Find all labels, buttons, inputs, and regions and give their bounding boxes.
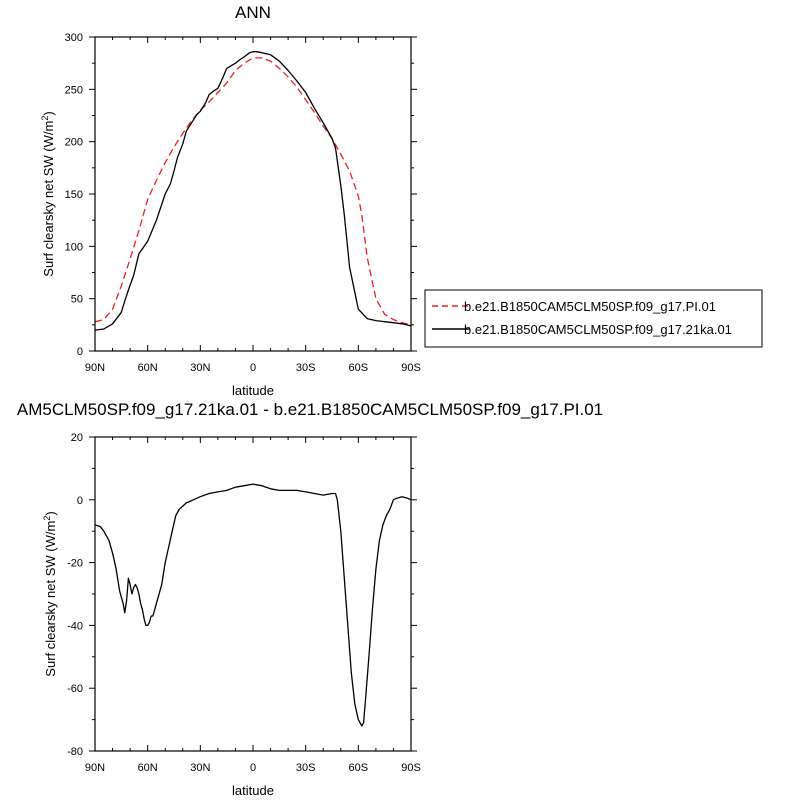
x-tick-label: 60S [349, 762, 369, 774]
legend-label-control: b.e21.B1850CAM5CLM50SP.f09_g17.PI.01 [464, 299, 716, 314]
y-tick-label: -60 [67, 683, 83, 695]
x-tick-label: 30N [190, 362, 210, 374]
bottom-chart-ylabel: Surf clearsky net SW (W/m2) [42, 511, 58, 676]
x-tick-label: 30S [296, 762, 316, 774]
x-tick-label: 60S [349, 362, 369, 374]
top-chart-ylabel: Surf clearsky net SW (W/m2) [40, 111, 56, 276]
x-tick-label: 90N [85, 362, 105, 374]
x-tick-label: 60N [138, 762, 158, 774]
bottom-ylabel-main: Surf clearsky net SW (W/m [43, 521, 58, 677]
legend-box [424, 289, 763, 348]
x-tick-label: 0 [250, 362, 256, 374]
x-tick-label: 30S [296, 362, 316, 374]
series-line-0-1 [94, 51, 412, 331]
y-tick-label: 100 [65, 241, 83, 253]
y-tick-label: -20 [67, 558, 83, 570]
legend-label-experiment: b.e21.B1850CAM5CLM50SP.f09_g17.21ka.01 [464, 322, 732, 337]
top-ylabel-tail: ) [41, 111, 56, 115]
x-tick-label: 30N [190, 762, 210, 774]
bottom-chart-xlabel: latitude [232, 783, 274, 798]
bottom-ylabel-sup: 2 [42, 516, 52, 521]
y-tick-label: 0 [77, 346, 83, 358]
x-tick-label: 90S [401, 762, 421, 774]
bottom-ylabel-tail: ) [43, 511, 58, 515]
y-tick-label: 250 [65, 84, 83, 96]
bottom-chart-plot-area: 90N 60N 30N 0 30S 60S 90S -80 -60 -40 -20 0 20 [67, 432, 421, 774]
y-tick-label: 200 [65, 137, 83, 149]
x-tick-label: 0 [250, 762, 256, 774]
y-tick-label: -40 [67, 620, 83, 632]
top-chart-xlabel: latitude [232, 383, 274, 398]
top-chart-plot-area: 90N 60N 30N 0 30S 60S 90S 0 50 100 150 200 250 300 [65, 32, 421, 374]
y-tick-label: -80 [67, 746, 83, 758]
y-tick-label: 300 [65, 32, 83, 44]
series-line-0-0 [94, 57, 412, 326]
bottom-chart-title: AM5CLM50SP.f09_g17.21ka.01 - b.e21.B1850… [17, 400, 603, 419]
y-tick-label: 20 [71, 432, 83, 444]
y-tick-label: 0 [77, 495, 83, 507]
x-tick-label: 90N [85, 762, 105, 774]
y-tick-label: 150 [65, 189, 83, 201]
y-tick-label: 50 [71, 294, 83, 306]
top-chart-title: ANN [235, 3, 271, 22]
bottom-chart-frame [94, 436, 412, 752]
legend: b.e21.B1850CAM5CLM50SP.f09_g17.PI.01 b.e… [424, 289, 763, 348]
x-tick-label: 60N [138, 362, 158, 374]
top-ylabel-sup: 2 [40, 116, 50, 121]
top-chart-frame [94, 36, 412, 352]
top-ylabel-main: Surf clearsky net SW (W/m [41, 121, 56, 277]
series-line-1-0 [94, 483, 412, 727]
x-tick-label: 90S [401, 362, 421, 374]
